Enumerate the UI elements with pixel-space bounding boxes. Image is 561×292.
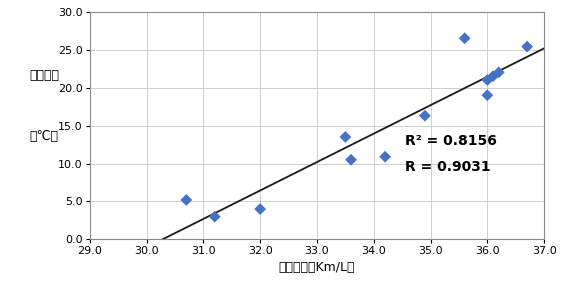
Point bbox=[420, 113, 429, 118]
Point bbox=[182, 198, 191, 202]
X-axis label: 平均燃費（Km/L）: 平均燃費（Km/L） bbox=[279, 260, 355, 274]
Point bbox=[341, 135, 350, 139]
Text: （℃）: （℃） bbox=[30, 131, 59, 143]
Text: R = 0.9031: R = 0.9031 bbox=[405, 160, 491, 174]
Point bbox=[494, 70, 503, 75]
Point bbox=[523, 44, 532, 49]
Point bbox=[381, 154, 390, 159]
Text: R² = 0.8156: R² = 0.8156 bbox=[405, 133, 497, 147]
Point bbox=[483, 78, 492, 82]
Point bbox=[347, 157, 356, 162]
Point bbox=[483, 93, 492, 98]
Point bbox=[489, 74, 498, 79]
Point bbox=[460, 36, 469, 41]
Text: 平均気温: 平均気温 bbox=[29, 69, 59, 82]
Point bbox=[210, 214, 219, 219]
Point bbox=[256, 207, 265, 211]
